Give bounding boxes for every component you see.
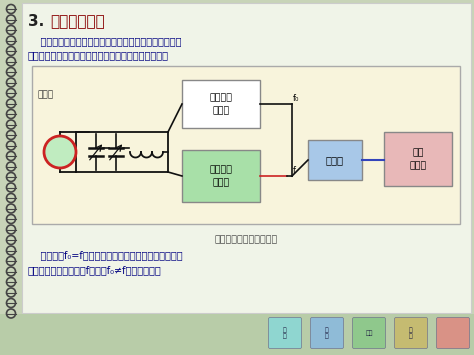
Circle shape xyxy=(7,47,16,55)
Circle shape xyxy=(7,141,16,150)
Text: 可变频率
振荡器: 可变频率 振荡器 xyxy=(210,165,233,187)
Circle shape xyxy=(7,299,16,307)
Text: 页下: 页下 xyxy=(365,330,373,336)
FancyBboxPatch shape xyxy=(394,317,428,349)
Circle shape xyxy=(7,88,16,98)
Circle shape xyxy=(7,99,16,108)
Text: 容改变，导致输出频率f改变，f₀≠f，给出信号。: 容改变，导致输出频率f改变，f₀≠f，给出信号。 xyxy=(28,265,162,275)
Text: 开始时，f₀=f，滴定后，电解质浓度改变时，引起电: 开始时，f₀=f，滴定后，电解质浓度改变时，引起电 xyxy=(28,250,182,260)
FancyBboxPatch shape xyxy=(22,3,471,313)
Text: f: f xyxy=(293,166,296,175)
Circle shape xyxy=(7,78,16,87)
Circle shape xyxy=(7,131,16,140)
Circle shape xyxy=(7,67,16,76)
Circle shape xyxy=(7,246,16,255)
Circle shape xyxy=(7,235,16,245)
Circle shape xyxy=(7,225,16,234)
Circle shape xyxy=(7,15,16,24)
Circle shape xyxy=(7,267,16,276)
FancyBboxPatch shape xyxy=(384,132,452,186)
Circle shape xyxy=(7,5,16,13)
Text: 高频电导滴定装置示意图: 高频电导滴定装置示意图 xyxy=(214,235,278,244)
Circle shape xyxy=(7,193,16,202)
FancyBboxPatch shape xyxy=(182,150,260,202)
Text: 高频电导滴定: 高频电导滴定 xyxy=(50,14,105,29)
Circle shape xyxy=(7,204,16,213)
Text: 3.: 3. xyxy=(28,14,44,29)
FancyBboxPatch shape xyxy=(182,80,260,128)
Circle shape xyxy=(44,136,76,168)
FancyBboxPatch shape xyxy=(268,317,301,349)
FancyBboxPatch shape xyxy=(353,317,385,349)
FancyBboxPatch shape xyxy=(308,140,362,180)
Circle shape xyxy=(7,120,16,129)
Circle shape xyxy=(7,57,16,66)
Circle shape xyxy=(7,109,16,119)
Text: 差频
检测器: 差频 检测器 xyxy=(410,148,427,170)
Text: f₀: f₀ xyxy=(293,94,300,103)
Text: 混频器: 混频器 xyxy=(326,155,344,165)
FancyBboxPatch shape xyxy=(0,314,474,355)
Text: 利用高频电场下极化电流的变化来跟踪滴定过程的方法: 利用高频电场下极化电流的变化来跟踪滴定过程的方法 xyxy=(28,36,182,46)
Text: 滴定池: 滴定池 xyxy=(38,90,54,99)
Circle shape xyxy=(7,257,16,266)
Circle shape xyxy=(7,183,16,192)
Circle shape xyxy=(7,214,16,224)
Circle shape xyxy=(7,36,16,45)
Text: 上
页: 上 页 xyxy=(325,327,329,339)
Circle shape xyxy=(7,26,16,34)
Text: 固定频率
振荡器: 固定频率 振荡器 xyxy=(210,93,233,115)
Circle shape xyxy=(7,162,16,171)
Text: 称为高频滴定法。特别适合于低电导非水溶液的滴定：: 称为高频滴定法。特别适合于低电导非水溶液的滴定： xyxy=(28,50,169,60)
Circle shape xyxy=(7,173,16,181)
FancyBboxPatch shape xyxy=(310,317,344,349)
Circle shape xyxy=(7,278,16,286)
Circle shape xyxy=(7,152,16,160)
Text: 首
页: 首 页 xyxy=(283,327,287,339)
FancyBboxPatch shape xyxy=(437,317,470,349)
FancyBboxPatch shape xyxy=(32,66,460,224)
Text: 末
页: 末 页 xyxy=(409,327,413,339)
Circle shape xyxy=(7,288,16,297)
Circle shape xyxy=(7,309,16,318)
